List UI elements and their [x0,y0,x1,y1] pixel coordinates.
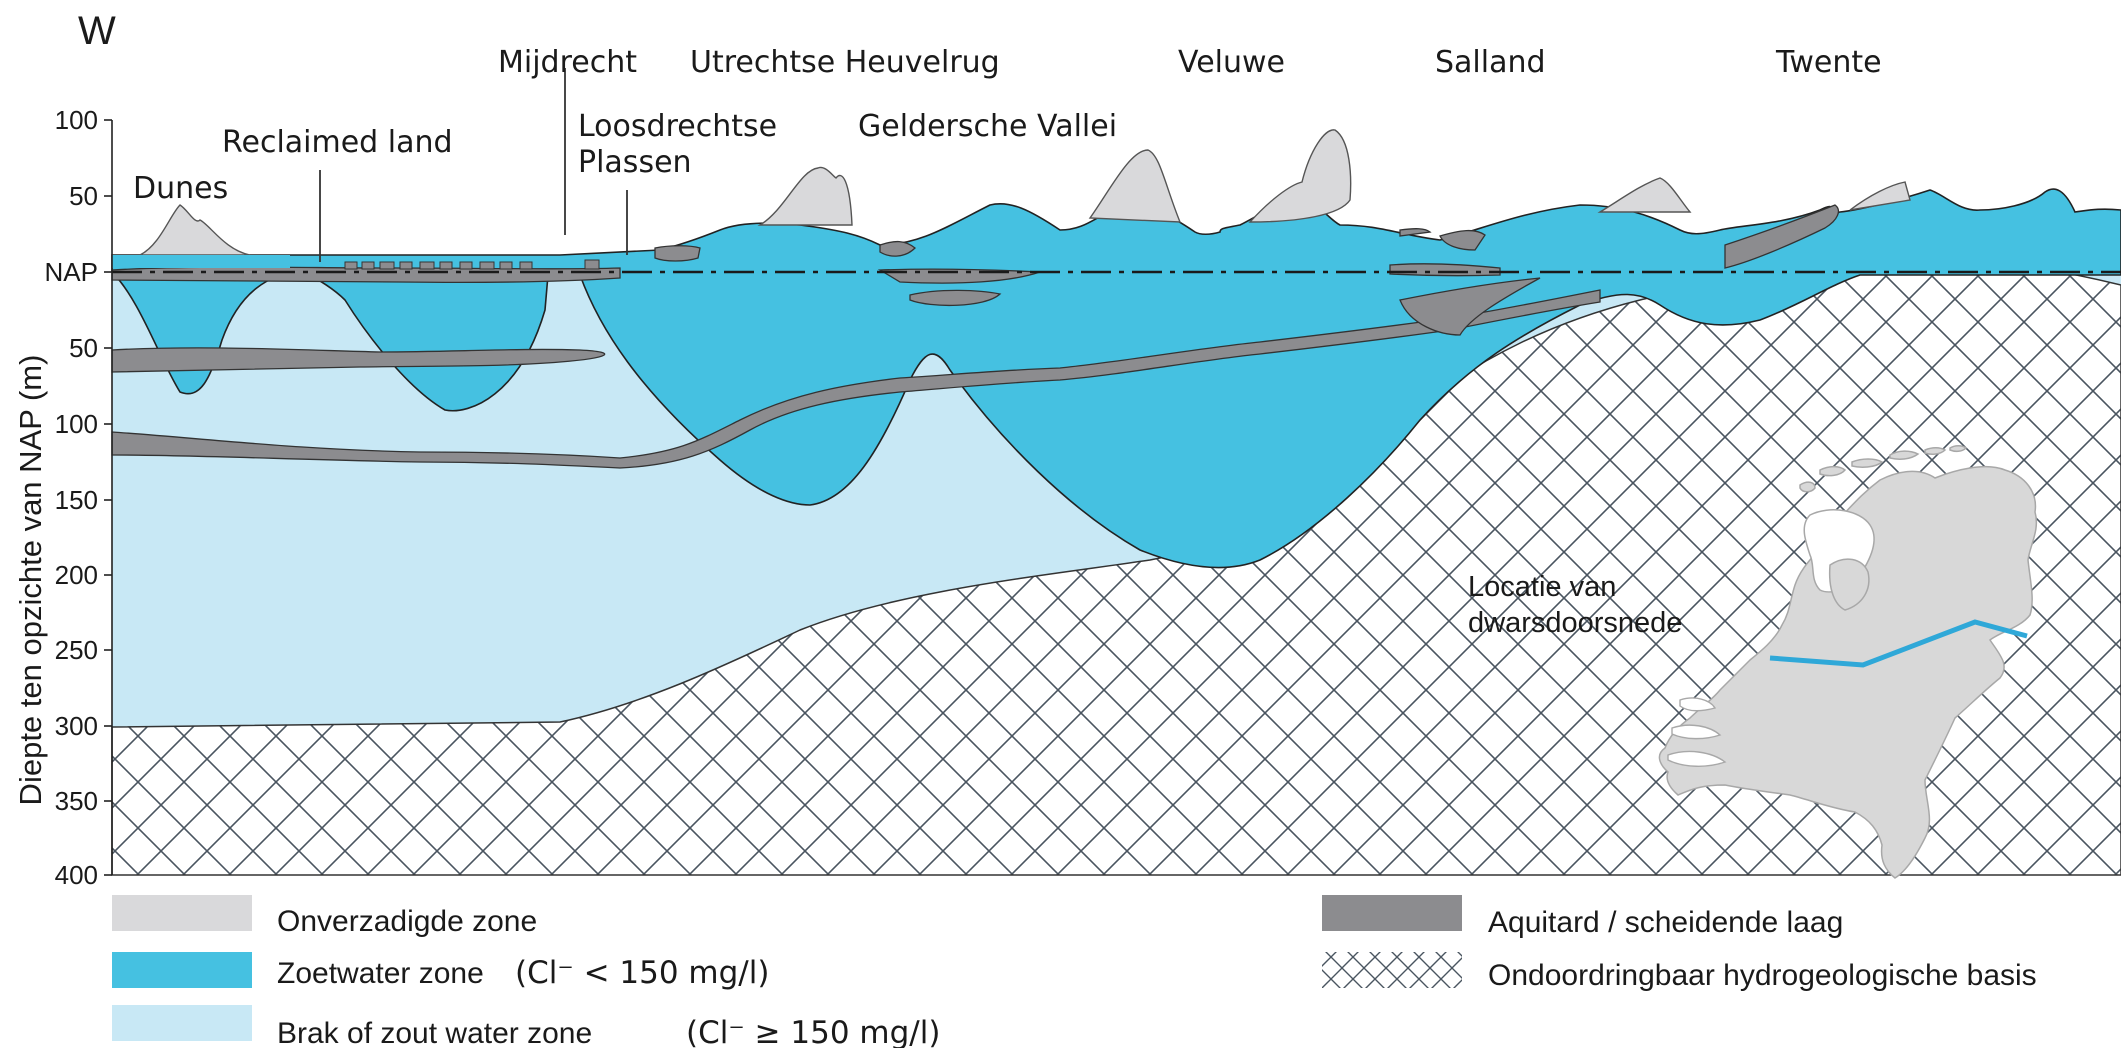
inset-label-2: dwarsdoorsnede [1468,607,1682,639]
legend-label: Aquitard / scheidende laag [1488,906,1843,939]
legend-item-base: Ondoordringbaar hydrogeologische basis [1322,952,2037,992]
y-axis-label: Diepte ten opzichte van NAP (m) [13,355,48,806]
cross-section [111,68,2121,876]
fresh-water-zone [111,188,2121,569]
legend-item-fresh: Zoetwater zone (Cl⁻ < 150 mg/l) [112,952,769,991]
polder-surface [344,259,600,270]
tick-label: 100 [55,409,98,439]
tick-label: NAP [45,257,98,287]
netherlands-map [1658,465,2038,879]
aquitard-layers [111,204,1839,469]
legend: Onverzadigde zone Zoetwater zone (Cl⁻ < … [112,895,2037,1048]
tick-label: 300 [55,711,98,741]
label-loosdrechtse-2: Plassen [578,145,692,180]
legend-label: Brak of zout water zone [277,1017,592,1048]
tick-label: 50 [69,333,98,363]
swatch-base [1322,952,1462,988]
label-utrechtse-heuvelrug: Utrechtse Heuvelrug [690,45,1000,80]
legend-item-aquitard: Aquitard / scheidende laag [1322,895,1843,939]
swatch-fresh [112,952,252,988]
swatch-unsaturated [112,895,252,931]
label-mijdrecht: Mijdrecht [498,45,637,80]
tick-label: 400 [55,860,98,890]
tick-label: 150 [55,485,98,515]
label-veluwe: Veluwe [1178,45,1285,80]
swatch-brackish [112,1005,252,1041]
swatch-aquitard [1322,895,1462,931]
tick-label: 250 [55,635,98,665]
inset-map: Locatie van dwarsdoorsnede [1468,445,2038,879]
y-axis: 100 50 NAP 50 100 150 200 250 300 350 40… [13,105,113,890]
label-geldersche-vallei: Geldersche Vallei [858,109,1117,144]
label-leaders [319,68,628,262]
legend-label: Zoetwater zone [277,957,484,990]
legend-item-unsaturated: Onverzadigde zone [112,895,537,938]
label-reclaimed-land: Reclaimed land [222,125,453,160]
section-line [1769,619,2028,668]
direction-west: W [78,9,116,53]
flevoland [1828,558,1870,611]
place-labels: Dunes Reclaimed land Mijdrecht Loosdrech… [78,9,1882,206]
tick-label: 50 [69,181,98,211]
inset-label-1: Locatie van [1468,571,1616,603]
label-loosdrechtse-1: Loosdrechtse [578,109,777,144]
legend-note: (Cl⁻ ≥ 150 mg/l) [686,1015,940,1048]
label-twente: Twente [1775,45,1882,80]
tick-label: 100 [55,105,98,135]
unsaturated-zone [139,129,1911,256]
tick-label: 350 [55,786,98,816]
legend-item-brackish: Brak of zout water zone (Cl⁻ ≥ 150 mg/l) [112,1005,940,1048]
label-dunes: Dunes [133,171,228,206]
inset-islands [1799,445,1968,493]
tick-label: 200 [55,560,98,590]
legend-label: Ondoordringbaar hydrogeologische basis [1488,959,2037,992]
surface-water [112,255,290,268]
legend-label: Onverzadigde zone [277,905,537,938]
legend-note: (Cl⁻ < 150 mg/l) [515,955,769,991]
label-salland: Salland [1435,45,1546,80]
zeeland-waters [1667,697,1727,767]
